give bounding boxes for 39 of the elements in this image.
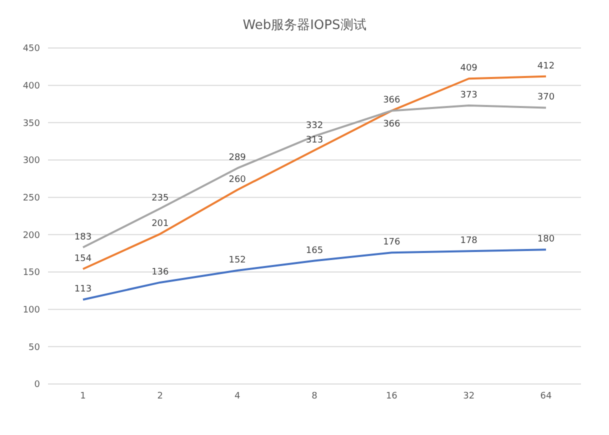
x-tick-label: 2 [157,391,164,402]
data-label: 183 [74,232,92,242]
data-label: 176 [383,238,401,248]
data-label: 178 [460,236,478,246]
data-label: 412 [537,61,555,72]
chart-title: Web服务器IOPS测试 [242,17,368,35]
data-label: 289 [228,153,246,164]
y-tick-label: 200 [22,230,40,241]
data-label: 409 [460,64,478,74]
data-label: 373 [460,90,478,100]
data-label: 152 [228,256,246,266]
y-tick-label: 0 [34,380,40,390]
x-tick-label: 1 [80,391,86,402]
data-label: 136 [152,267,170,278]
data-label: 201 [152,218,169,229]
y-tick-label: 50 [28,342,40,353]
y-tick-label: 100 [22,306,40,316]
data-label: 113 [74,284,92,295]
data-label: 332 [306,121,324,132]
data-label: 366 [383,120,401,130]
y-tick-label: 400 [22,82,40,92]
y-tick-label: 300 [22,156,40,166]
y-tick-label: 350 [22,118,40,129]
x-tick-label: 16 [386,391,398,402]
x-tick-label: 64 [540,391,552,402]
y-tick-label: 250 [22,194,40,204]
data-label: 260 [228,174,246,185]
data-label: 154 [74,254,92,264]
data-label: 235 [152,194,169,204]
data-label: 313 [306,135,324,146]
y-tick-label: 150 [22,268,40,278]
data-label: 165 [306,246,324,256]
data-label: 180 [537,234,555,245]
x-tick-label: 4 [234,391,240,402]
data-label: 366 [383,96,401,106]
x-tick-label: 8 [312,391,318,402]
y-tick-label: 450 [22,44,40,54]
data-label: 370 [537,92,555,103]
x-tick-label: 32 [463,391,475,402]
